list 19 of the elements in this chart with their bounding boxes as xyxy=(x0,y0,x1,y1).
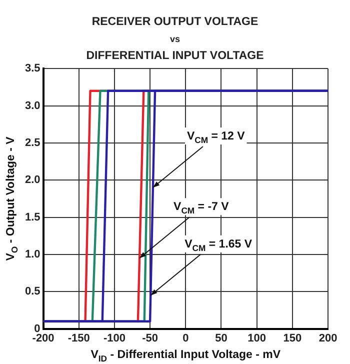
y-tick-label: 0 xyxy=(34,322,40,335)
y-tick-label: 1.0 xyxy=(24,248,40,260)
y-tick-label: 3.5 xyxy=(24,62,40,75)
y-tick-label: 3.0 xyxy=(24,100,40,112)
x-tick-label: 200 xyxy=(318,332,338,344)
x-tick-label: -50 xyxy=(142,332,158,344)
x-tick-label: 50 xyxy=(215,332,228,344)
x-tick-label: -200 xyxy=(32,332,54,344)
y-tick-label: 1.5 xyxy=(24,211,40,224)
x-tick-label: 150 xyxy=(283,332,302,344)
x-tick-label: -100 xyxy=(103,332,126,344)
y-tick-label: 2.0 xyxy=(24,174,40,186)
chart-title: RECEIVER OUTPUT VOLTAGE vs DIFFERENTIAL INPUT VOLTAGE xyxy=(85,15,265,62)
x-tick-label: 0 xyxy=(182,332,189,344)
y-axis-title: VO - Output Voltage - V xyxy=(5,136,20,261)
x-tick-label: 100 xyxy=(248,332,266,344)
y-tick-label: 2.5 xyxy=(24,136,40,149)
x-tick-label: -150 xyxy=(68,332,90,344)
y-tick-label: 0.5 xyxy=(24,286,40,298)
